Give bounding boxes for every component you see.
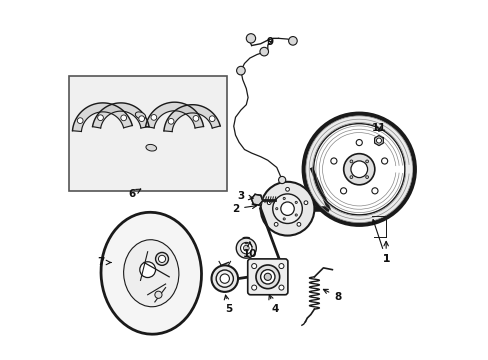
Circle shape (303, 114, 414, 225)
Circle shape (280, 202, 294, 215)
Circle shape (216, 270, 233, 287)
Circle shape (260, 270, 274, 284)
Circle shape (264, 273, 271, 280)
Text: 1: 1 (372, 220, 389, 264)
Circle shape (251, 285, 256, 290)
Circle shape (365, 160, 368, 163)
Circle shape (251, 264, 256, 269)
Circle shape (246, 34, 255, 43)
Circle shape (376, 138, 381, 143)
Circle shape (330, 158, 336, 164)
Circle shape (296, 222, 300, 226)
Circle shape (349, 176, 352, 179)
Circle shape (340, 188, 346, 194)
Ellipse shape (135, 112, 145, 119)
Circle shape (278, 264, 284, 269)
Circle shape (77, 118, 83, 123)
Circle shape (275, 208, 277, 210)
Ellipse shape (101, 212, 201, 334)
Circle shape (236, 66, 244, 75)
Text: 5: 5 (224, 295, 231, 314)
Circle shape (98, 115, 103, 121)
Circle shape (151, 114, 157, 120)
Circle shape (140, 262, 155, 278)
Circle shape (278, 285, 284, 290)
Text: 7: 7 (97, 257, 111, 267)
Circle shape (193, 116, 199, 121)
Circle shape (381, 158, 387, 164)
Circle shape (371, 188, 377, 194)
Circle shape (355, 140, 362, 145)
Circle shape (240, 242, 251, 254)
Text: 8: 8 (323, 289, 341, 302)
Circle shape (211, 265, 238, 292)
Polygon shape (72, 103, 132, 131)
FancyBboxPatch shape (247, 259, 287, 295)
Circle shape (272, 194, 302, 224)
Circle shape (155, 291, 162, 298)
Circle shape (266, 201, 270, 204)
Text: 1: 1 (382, 242, 389, 264)
Circle shape (168, 118, 174, 124)
Circle shape (139, 116, 144, 122)
Circle shape (155, 252, 168, 265)
Circle shape (121, 115, 126, 121)
Polygon shape (251, 194, 262, 205)
Text: 2: 2 (231, 204, 256, 214)
Circle shape (260, 182, 314, 235)
Polygon shape (163, 105, 220, 132)
Circle shape (158, 255, 165, 262)
Circle shape (243, 245, 249, 251)
Circle shape (304, 201, 307, 204)
Circle shape (274, 222, 278, 226)
Circle shape (295, 201, 297, 203)
Text: 3: 3 (237, 191, 253, 201)
Circle shape (209, 116, 215, 122)
Circle shape (220, 274, 229, 283)
Circle shape (365, 176, 368, 179)
Circle shape (295, 214, 297, 216)
Circle shape (313, 124, 404, 215)
Text: 9: 9 (265, 37, 273, 47)
Ellipse shape (123, 240, 179, 307)
Polygon shape (145, 102, 203, 128)
Circle shape (288, 37, 297, 45)
Text: 10: 10 (242, 242, 257, 258)
Polygon shape (92, 103, 149, 128)
Text: 11: 11 (371, 123, 386, 133)
Circle shape (236, 238, 256, 258)
Circle shape (349, 160, 352, 163)
Bar (69, 76, 226, 191)
Ellipse shape (145, 144, 156, 151)
Circle shape (283, 218, 285, 220)
Circle shape (350, 161, 367, 177)
Circle shape (255, 265, 279, 289)
Polygon shape (374, 135, 383, 145)
Text: 6: 6 (128, 189, 141, 199)
Circle shape (278, 176, 285, 184)
Circle shape (285, 188, 289, 191)
Circle shape (343, 154, 374, 185)
Circle shape (260, 47, 268, 56)
Circle shape (283, 197, 285, 199)
Text: 4: 4 (268, 295, 278, 314)
